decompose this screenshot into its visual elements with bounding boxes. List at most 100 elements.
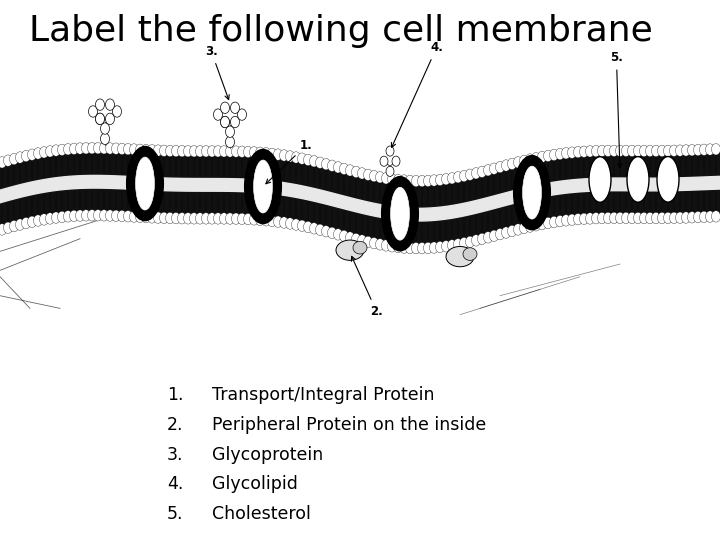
Circle shape xyxy=(664,145,672,157)
Circle shape xyxy=(412,242,420,254)
Circle shape xyxy=(148,145,156,156)
Circle shape xyxy=(160,212,168,224)
Circle shape xyxy=(508,158,516,170)
Circle shape xyxy=(448,173,456,184)
Circle shape xyxy=(580,213,588,225)
Circle shape xyxy=(526,154,534,165)
Circle shape xyxy=(58,144,66,156)
Circle shape xyxy=(117,143,127,154)
Circle shape xyxy=(351,166,361,178)
Circle shape xyxy=(220,213,228,224)
Circle shape xyxy=(610,212,618,224)
Circle shape xyxy=(603,145,613,157)
Text: Peripheral Protein on the inside: Peripheral Protein on the inside xyxy=(212,416,487,434)
Circle shape xyxy=(562,215,570,226)
Circle shape xyxy=(562,147,570,159)
Circle shape xyxy=(652,212,660,224)
Circle shape xyxy=(88,143,96,154)
Circle shape xyxy=(369,238,379,249)
Circle shape xyxy=(657,212,667,224)
Circle shape xyxy=(94,143,102,154)
Circle shape xyxy=(76,210,84,221)
Text: 4.: 4. xyxy=(167,475,184,493)
Text: 5.: 5. xyxy=(167,505,184,523)
Circle shape xyxy=(189,146,199,157)
Circle shape xyxy=(646,212,654,224)
Ellipse shape xyxy=(135,157,154,210)
Circle shape xyxy=(556,148,564,160)
Circle shape xyxy=(81,210,91,221)
Circle shape xyxy=(333,229,343,240)
Circle shape xyxy=(376,172,384,183)
Circle shape xyxy=(304,154,312,166)
Circle shape xyxy=(549,149,559,160)
Circle shape xyxy=(585,146,595,157)
Text: 4.: 4. xyxy=(392,42,443,147)
Circle shape xyxy=(274,216,282,227)
Circle shape xyxy=(297,220,307,232)
Circle shape xyxy=(220,116,230,127)
Circle shape xyxy=(124,144,132,155)
Circle shape xyxy=(472,235,480,246)
Circle shape xyxy=(70,210,78,221)
Circle shape xyxy=(592,145,600,157)
Circle shape xyxy=(315,157,325,168)
Circle shape xyxy=(40,214,48,225)
Circle shape xyxy=(96,113,104,125)
Circle shape xyxy=(58,211,66,222)
Circle shape xyxy=(418,242,426,254)
Text: 3.: 3. xyxy=(205,45,229,99)
Circle shape xyxy=(436,174,444,186)
Circle shape xyxy=(250,146,258,158)
Circle shape xyxy=(189,213,199,224)
Circle shape xyxy=(106,113,114,125)
Circle shape xyxy=(99,210,109,221)
Circle shape xyxy=(96,113,104,125)
Circle shape xyxy=(148,212,156,223)
Circle shape xyxy=(27,216,37,227)
Circle shape xyxy=(364,169,372,180)
Circle shape xyxy=(639,145,649,157)
Circle shape xyxy=(639,212,649,224)
Circle shape xyxy=(706,211,714,222)
Circle shape xyxy=(99,143,109,154)
Circle shape xyxy=(52,145,60,156)
Circle shape xyxy=(171,145,181,157)
Circle shape xyxy=(135,211,145,222)
Circle shape xyxy=(220,116,230,127)
Circle shape xyxy=(76,143,84,154)
Circle shape xyxy=(310,222,318,234)
Circle shape xyxy=(112,106,122,117)
Circle shape xyxy=(214,213,222,224)
Circle shape xyxy=(484,232,492,243)
Circle shape xyxy=(202,146,210,157)
Circle shape xyxy=(351,233,361,245)
Circle shape xyxy=(166,145,174,157)
Circle shape xyxy=(207,146,217,157)
Circle shape xyxy=(304,221,312,233)
Circle shape xyxy=(513,224,523,235)
Circle shape xyxy=(634,212,642,224)
Circle shape xyxy=(0,157,6,168)
Circle shape xyxy=(423,242,433,254)
Circle shape xyxy=(436,241,444,253)
Circle shape xyxy=(63,211,73,222)
Circle shape xyxy=(711,211,720,222)
Circle shape xyxy=(230,102,240,113)
Circle shape xyxy=(261,147,271,159)
Circle shape xyxy=(477,233,487,245)
Circle shape xyxy=(400,175,408,186)
Circle shape xyxy=(693,144,703,156)
Circle shape xyxy=(634,145,642,157)
Circle shape xyxy=(22,150,30,162)
Circle shape xyxy=(184,146,192,157)
Circle shape xyxy=(106,143,114,154)
Circle shape xyxy=(544,150,552,161)
Ellipse shape xyxy=(514,156,550,230)
Ellipse shape xyxy=(446,246,474,267)
Circle shape xyxy=(574,146,582,158)
Circle shape xyxy=(286,218,294,229)
Circle shape xyxy=(376,239,384,250)
Circle shape xyxy=(106,99,114,110)
Circle shape xyxy=(130,211,138,222)
